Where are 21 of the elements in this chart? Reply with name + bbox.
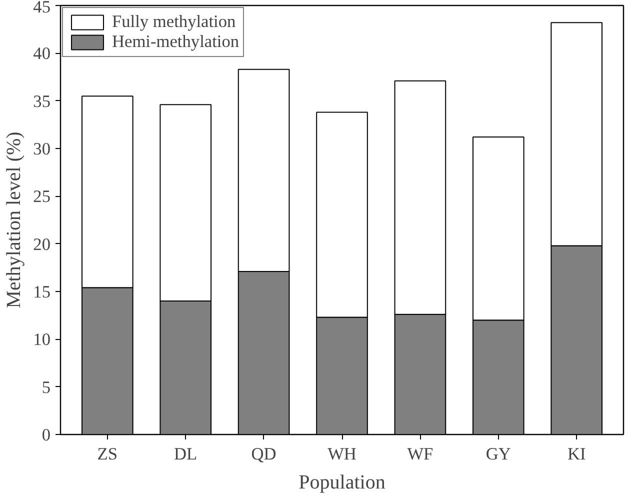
y-tick-label: 10 bbox=[33, 330, 50, 350]
y-tick-label: 40 bbox=[33, 44, 50, 64]
x-tick-label: KI bbox=[567, 444, 586, 464]
x-tick-label: QD bbox=[251, 444, 276, 464]
x-tick-label: ZS bbox=[97, 444, 118, 464]
y-tick-label: 35 bbox=[33, 92, 50, 111]
x-tick-label: DL bbox=[174, 444, 198, 464]
legend-label: Fully methylation bbox=[112, 12, 236, 32]
legend-label: Hemi-methylation bbox=[112, 32, 240, 52]
y-tick-label: 20 bbox=[33, 234, 50, 254]
x-axis-title: Population bbox=[298, 472, 386, 494]
y-tick-label: 30 bbox=[33, 140, 50, 158]
y-tick-label: 45 bbox=[33, 0, 50, 16]
y-tick-label: 0 bbox=[42, 426, 51, 444]
y-tick-label: 25 bbox=[33, 187, 50, 206]
y-tick-label: 5 bbox=[42, 378, 51, 397]
x-tick-label: GY bbox=[486, 444, 512, 464]
y-tick-label: 15 bbox=[33, 282, 50, 302]
y-axis-title: Methylation level (%) bbox=[3, 132, 26, 308]
x-tick-label: WF bbox=[407, 444, 434, 464]
x-tick-label: WH bbox=[328, 444, 356, 464]
